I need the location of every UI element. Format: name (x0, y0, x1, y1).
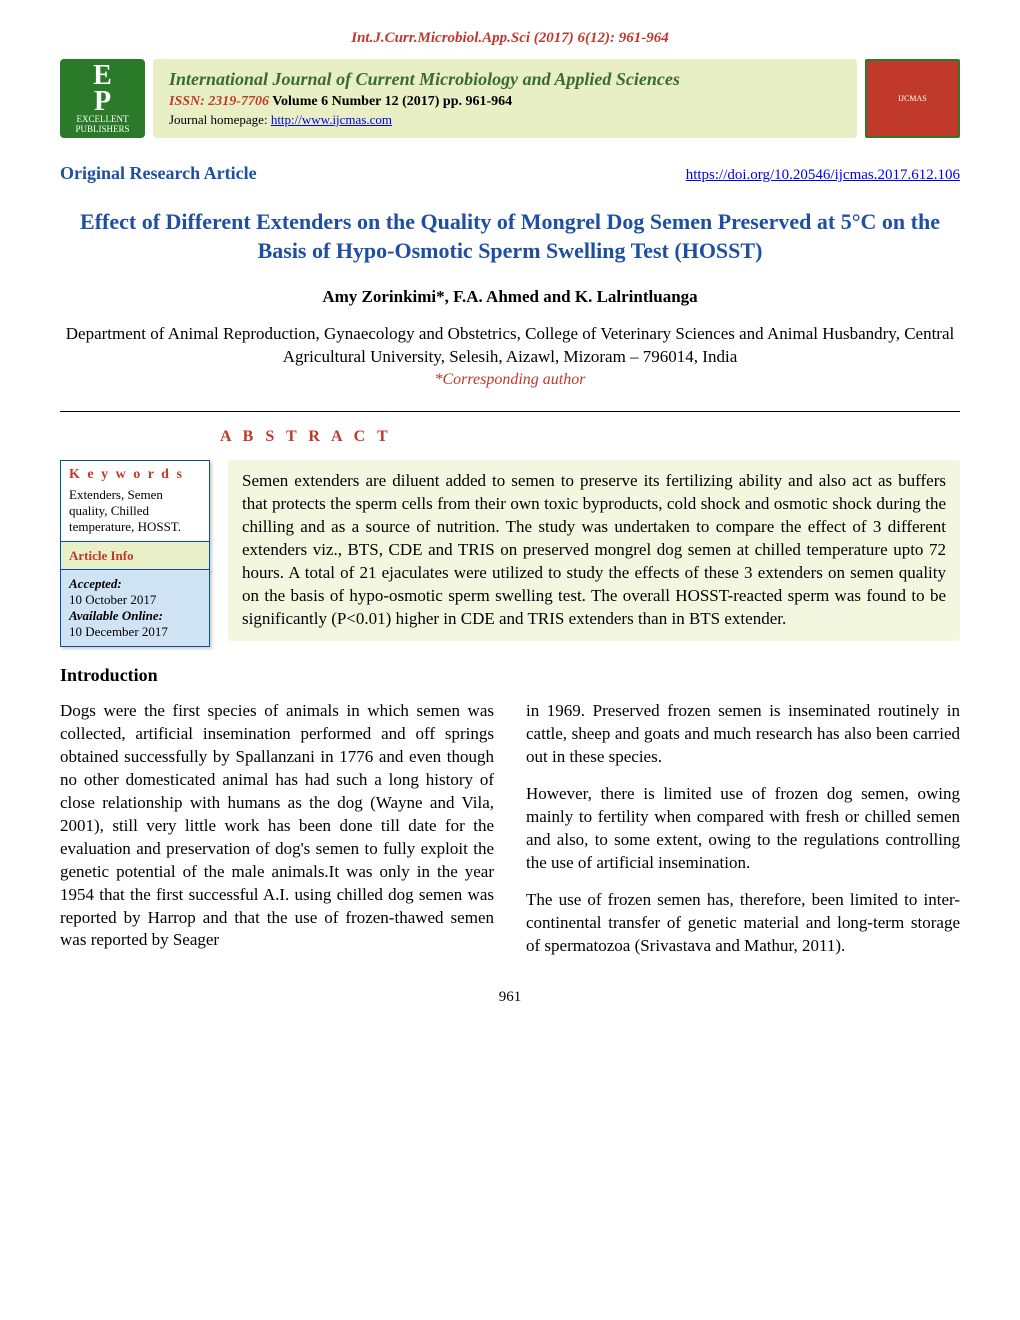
horizontal-rule (60, 411, 960, 412)
paragraph: The use of frozen semen has, therefore, … (526, 889, 960, 958)
publisher-logo: E P EXCELLENT PUBLISHERS (60, 59, 145, 138)
article-type: Original Research Article (60, 163, 257, 184)
logo-initials: E P (93, 63, 112, 113)
page-number: 961 (60, 989, 960, 1006)
article-title: Effect of Different Extenders on the Qua… (60, 208, 960, 265)
body-columns: Dogs were the first species of animals i… (60, 700, 960, 971)
logo-text: EXCELLENT PUBLISHERS (64, 114, 141, 134)
journal-name: International Journal of Current Microbi… (169, 69, 841, 90)
accepted-date: 10 October 2017 (69, 592, 156, 607)
article-info-heading-box: Article Info (60, 541, 210, 571)
side-info-boxes: K e y w o r d s Extenders, Semen quality… (60, 460, 210, 647)
issn-label: ISSN: 2319-7706 (169, 94, 269, 109)
abstract-heading: A B S T R A C T (220, 428, 960, 446)
doi-link[interactable]: https://doi.org/10.20546/ijcmas.2017.612… (686, 167, 960, 183)
abstract-row: K e y w o r d s Extenders, Semen quality… (60, 460, 960, 647)
issn-line: ISSN: 2319-7706 Volume 6 Number 12 (2017… (169, 94, 841, 110)
logo-p: P (93, 89, 112, 114)
affiliation: Department of Animal Reproduction, Gynae… (60, 323, 960, 369)
logo-e: E (93, 63, 112, 88)
paragraph: Dogs were the first species of animals i… (60, 700, 494, 952)
homepage-link[interactable]: http://www.ijcmas.com (271, 112, 392, 127)
introduction-heading: Introduction (60, 665, 960, 686)
keywords-box: K e y w o r d s Extenders, Semen quality… (60, 460, 210, 542)
running-header: Int.J.Curr.Microbiol.App.Sci (2017) 6(12… (60, 30, 960, 47)
available-online-label: Available Online: (69, 608, 163, 623)
accepted-label: Accepted: (69, 576, 122, 591)
article-type-row: Original Research Article https://doi.or… (60, 163, 960, 184)
homepage-label: Journal homepage: (169, 112, 271, 127)
paragraph: in 1969. Preserved frozen semen is insem… (526, 700, 960, 769)
corresponding-author: *Corresponding author (60, 371, 960, 389)
banner-text-block: International Journal of Current Microbi… (153, 59, 857, 138)
keywords-text: Extenders, Semen quality, Chilled temper… (69, 487, 181, 534)
column-right: in 1969. Preserved frozen semen is insem… (526, 700, 960, 971)
available-online-date: 10 December 2017 (69, 624, 168, 639)
article-dates-box: Accepted: 10 October 2017 Available Onli… (60, 569, 210, 647)
journal-banner: E P EXCELLENT PUBLISHERS International J… (60, 59, 960, 138)
column-left: Dogs were the first species of animals i… (60, 700, 494, 971)
journal-cover-thumbnail: IJCMAS (865, 59, 960, 138)
abstract-text: Semen extenders are diluent added to sem… (228, 460, 960, 641)
keywords-heading: K e y w o r d s (69, 467, 201, 483)
homepage-line: Journal homepage: http://www.ijcmas.com (169, 112, 841, 128)
paragraph: However, there is limited use of frozen … (526, 783, 960, 875)
volume-issue: Volume 6 Number 12 (2017) pp. 961-964 (269, 94, 512, 109)
doi-container: https://doi.org/10.20546/ijcmas.2017.612… (686, 166, 960, 184)
authors: Amy Zorinkimi*, F.A. Ahmed and K. Lalrin… (60, 287, 960, 307)
